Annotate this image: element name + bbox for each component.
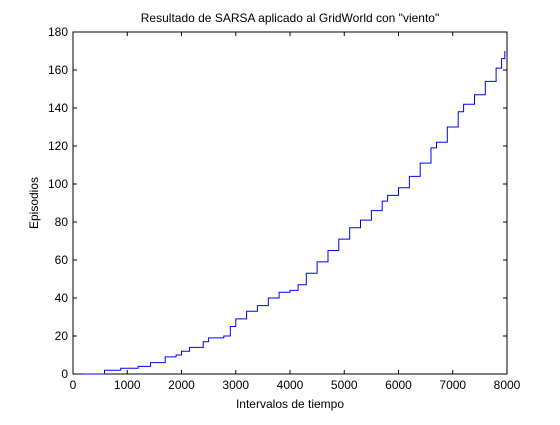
y-tick-label: 180 — [48, 25, 68, 39]
x-tick-label: 0 — [70, 378, 77, 392]
series-line-episodios — [82, 51, 506, 375]
x-axis: 0 1000 2000 3000 4000 5000 6000 7000 8000 — [70, 32, 521, 392]
x-tick-label: 2000 — [168, 378, 195, 392]
x-tick-label: 7000 — [439, 378, 466, 392]
y-tick-label: 160 — [48, 63, 68, 77]
y-tick-label: 40 — [55, 291, 69, 305]
x-tick-label: 3000 — [222, 378, 249, 392]
y-tick-label: 140 — [48, 101, 68, 115]
x-axis-title: Intervalos de tiempo — [236, 397, 344, 411]
x-tick-label: 8000 — [494, 378, 521, 392]
y-tick-label: 120 — [48, 139, 68, 153]
x-tick-label: 1000 — [114, 378, 141, 392]
x-tick-label: 4000 — [277, 378, 304, 392]
chart-title: Resultado de SARSA aplicado al GridWorld… — [141, 11, 439, 25]
y-tick-label: 60 — [55, 253, 69, 267]
plot-area — [72, 31, 508, 375]
y-tick-label: 80 — [55, 215, 69, 229]
x-tick-label: 5000 — [331, 378, 358, 392]
y-tick-label: 100 — [48, 177, 68, 191]
y-axis-title: Episodios — [27, 177, 41, 229]
y-axis: 0 20 40 60 80 100 120 140 160 180 — [48, 25, 507, 381]
x-tick-label: 6000 — [385, 378, 412, 392]
y-tick-label: 0 — [61, 367, 68, 381]
y-tick-label: 20 — [55, 329, 69, 343]
